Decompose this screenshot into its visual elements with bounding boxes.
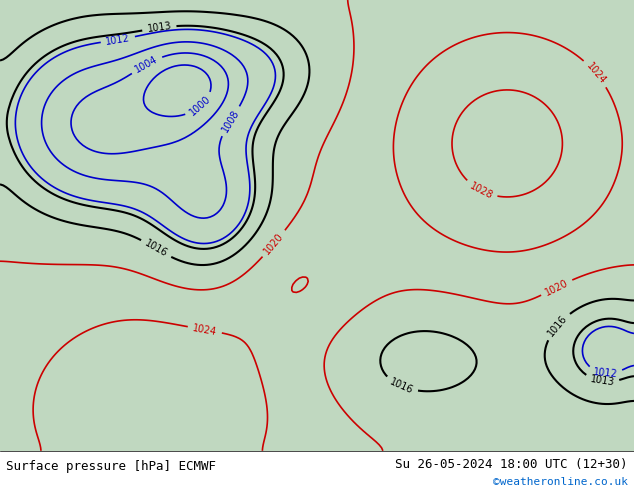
- Text: 1016: 1016: [546, 313, 569, 339]
- Text: 1013: 1013: [146, 21, 172, 34]
- Text: 1000: 1000: [188, 94, 212, 118]
- Text: 1020: 1020: [262, 231, 286, 256]
- Text: 1028: 1028: [468, 180, 495, 201]
- Text: 1024: 1024: [584, 61, 607, 86]
- Text: ©weatheronline.co.uk: ©weatheronline.co.uk: [493, 477, 628, 487]
- Text: 1020: 1020: [543, 277, 570, 297]
- Text: 1008: 1008: [220, 108, 241, 134]
- Text: 1016: 1016: [388, 376, 415, 395]
- Text: 1024: 1024: [192, 322, 218, 337]
- Text: 1016: 1016: [143, 238, 169, 259]
- Text: 1012: 1012: [105, 33, 131, 47]
- Text: 1012: 1012: [593, 367, 618, 379]
- Text: Surface pressure [hPa] ECMWF: Surface pressure [hPa] ECMWF: [6, 460, 216, 473]
- Text: Su 26-05-2024 18:00 UTC (12+30): Su 26-05-2024 18:00 UTC (12+30): [395, 458, 628, 471]
- Text: 1004: 1004: [133, 54, 160, 74]
- Text: 1013: 1013: [589, 374, 615, 388]
